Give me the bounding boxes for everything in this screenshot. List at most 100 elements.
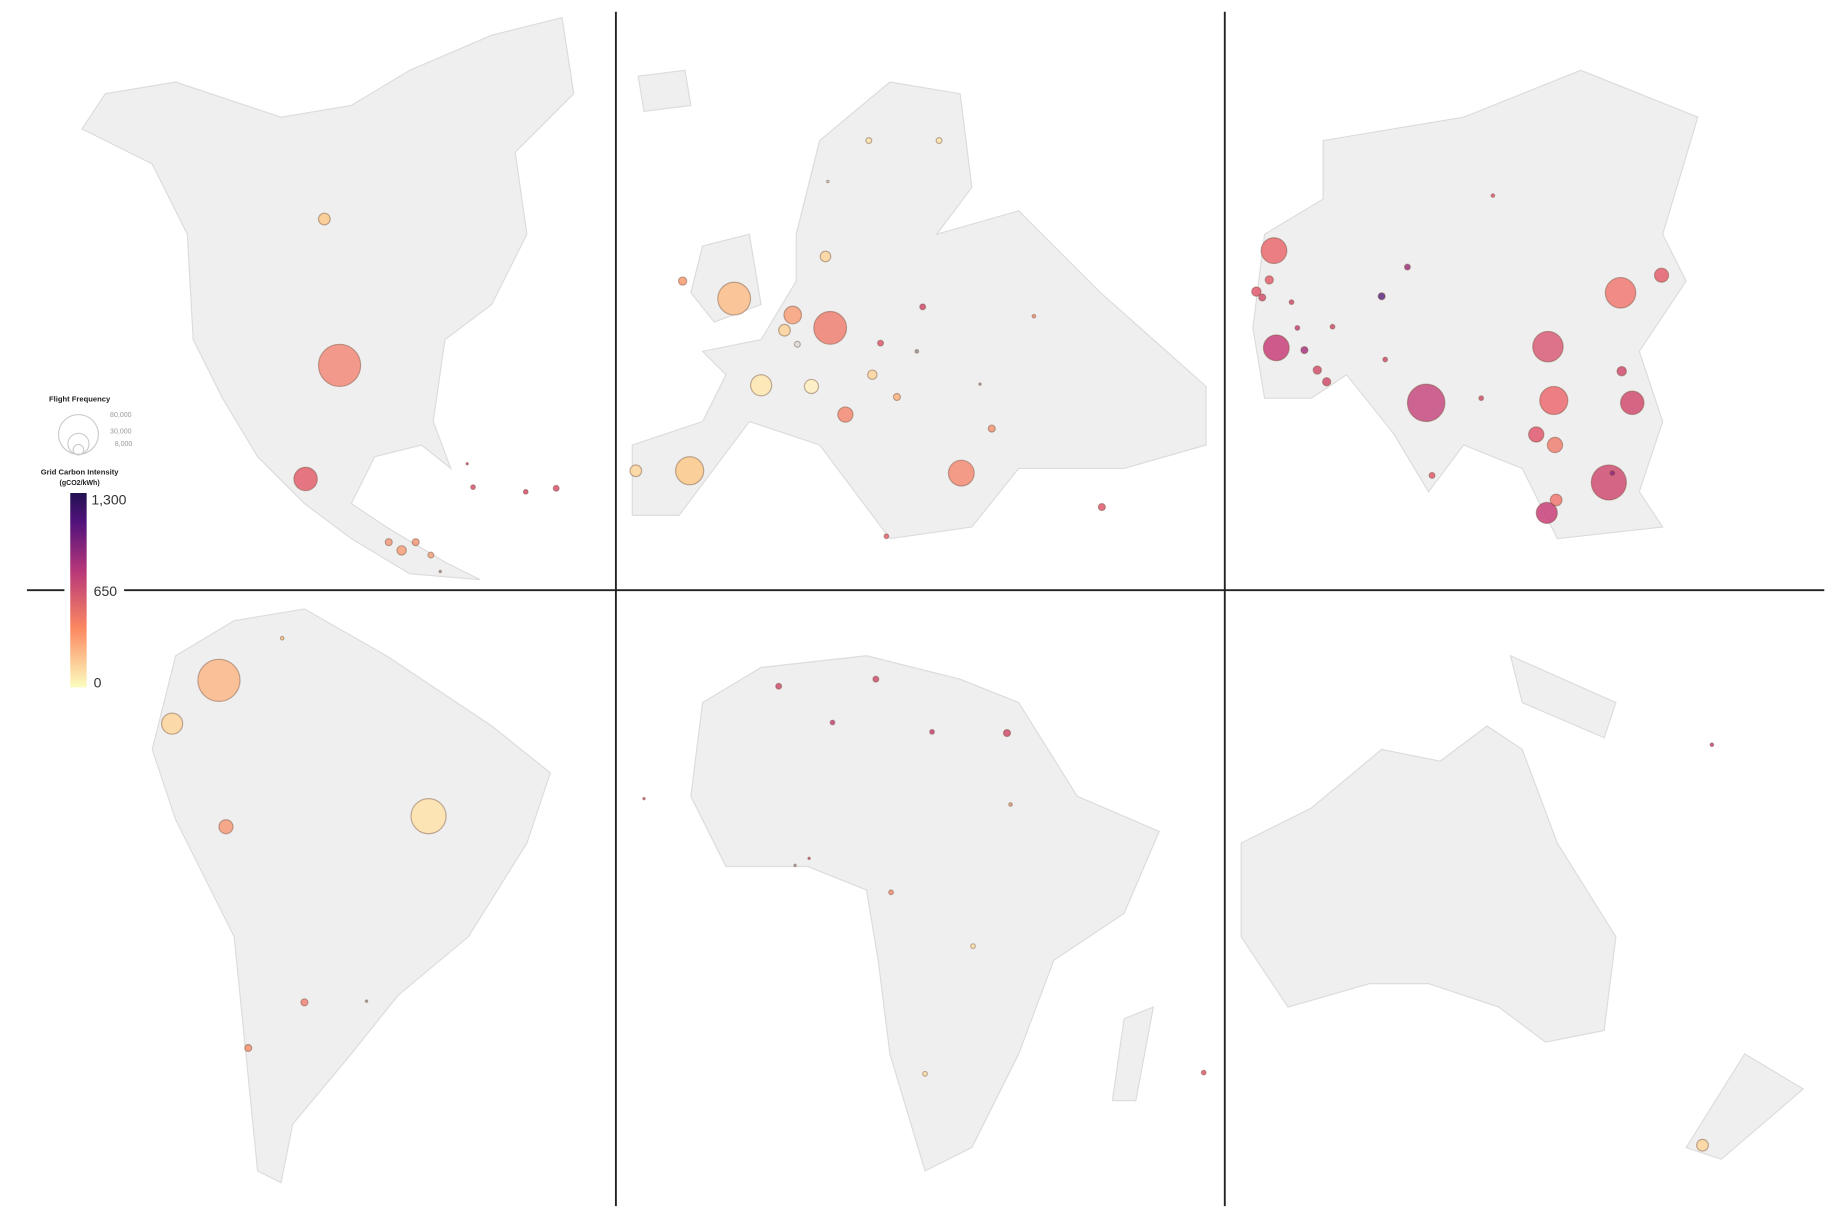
airport-bubble bbox=[642, 796, 646, 801]
airport-bubble bbox=[919, 303, 927, 311]
airport-bubble bbox=[1321, 377, 1332, 387]
airport-bubble bbox=[244, 1043, 253, 1053]
airport-bubble bbox=[872, 675, 880, 683]
airport-bubble bbox=[552, 484, 560, 492]
airport-bubble bbox=[1696, 1138, 1709, 1152]
size-label-large: 80,000 bbox=[110, 412, 132, 419]
airport-bubble bbox=[1653, 267, 1670, 283]
airport-bubble bbox=[813, 310, 848, 345]
airport-bubble bbox=[411, 538, 420, 547]
airport-bubble bbox=[1528, 426, 1545, 443]
landmass-north-america bbox=[81, 16, 575, 581]
airport-bubble bbox=[1294, 324, 1301, 331]
airport-bubble bbox=[293, 466, 318, 492]
legend: Flight Frequency 80,000 30,000 8,000 Gri… bbox=[41, 395, 133, 691]
airport-bubble bbox=[279, 635, 285, 641]
color-label-min: 0 bbox=[94, 674, 102, 690]
airport-bubble bbox=[1300, 346, 1309, 355]
airport-bubble bbox=[1251, 286, 1262, 297]
airport-bubble bbox=[1609, 470, 1616, 477]
size-label-small: 8,000 bbox=[115, 441, 133, 448]
airport-bubble bbox=[1532, 330, 1564, 363]
airport-bubble bbox=[1264, 275, 1274, 285]
airport-bubble bbox=[803, 378, 820, 395]
airport-bubble bbox=[629, 464, 643, 478]
airport-bubble bbox=[1258, 293, 1267, 302]
airport-bubble bbox=[1590, 464, 1627, 501]
airport-bubble bbox=[783, 305, 803, 325]
airport-bubble bbox=[807, 856, 811, 861]
airport-bubble bbox=[1200, 1069, 1207, 1076]
airport-bubble bbox=[677, 276, 688, 286]
airport-bubble bbox=[438, 569, 443, 574]
airport-bubble bbox=[396, 545, 407, 556]
size-legend-title: Flight Frequency bbox=[49, 395, 111, 404]
airport-bubble bbox=[1377, 292, 1386, 301]
airport-bubble bbox=[675, 456, 705, 486]
airport-bubble bbox=[819, 250, 832, 263]
airport-bubble bbox=[427, 551, 435, 559]
airport-bubble bbox=[1490, 193, 1496, 198]
airport-bubble bbox=[793, 863, 797, 868]
landmass-africa bbox=[690, 655, 1160, 1172]
airport-bubble bbox=[935, 137, 943, 145]
airport-bubble bbox=[1288, 299, 1295, 306]
airport-bubble bbox=[1002, 728, 1012, 738]
airport-bubble bbox=[1428, 471, 1436, 479]
airport-bubble bbox=[1097, 502, 1106, 512]
airport-bubble bbox=[1535, 501, 1558, 525]
airport-bubble bbox=[1539, 385, 1569, 416]
airport-bubble bbox=[1478, 395, 1485, 402]
airport-bubble bbox=[317, 212, 331, 226]
airport-bubble bbox=[1549, 493, 1563, 507]
landmass-madagascar bbox=[1111, 1006, 1155, 1102]
airport-bubble bbox=[1604, 276, 1637, 309]
airport-bubble bbox=[826, 179, 830, 184]
airport-bubble bbox=[197, 658, 241, 703]
airport-bubble bbox=[1619, 390, 1645, 416]
landmass-europe bbox=[631, 81, 1207, 540]
airport-bubble bbox=[218, 819, 234, 835]
airport-bubble bbox=[300, 998, 309, 1007]
airport-bubble bbox=[1382, 356, 1389, 363]
airport-bubble bbox=[829, 719, 836, 726]
airport-bubble bbox=[892, 392, 902, 402]
size-legend-circle-small bbox=[72, 443, 85, 456]
landmass-iceland bbox=[637, 69, 692, 112]
airport-bubble bbox=[1329, 323, 1336, 330]
airport-bubble bbox=[384, 538, 393, 547]
landmass-new-zealand bbox=[1685, 1053, 1805, 1160]
color-scale-bar bbox=[70, 493, 87, 688]
airport-bubble bbox=[970, 943, 976, 950]
airport-bubble bbox=[978, 382, 982, 386]
size-label-medium: 30,000 bbox=[110, 428, 132, 435]
airport-bubble bbox=[470, 484, 476, 491]
airport-bubble bbox=[987, 424, 996, 433]
airport-bubble bbox=[1260, 237, 1288, 265]
color-legend-title: Grid Carbon Intensity bbox=[41, 467, 120, 476]
landmass-new-guinea bbox=[1509, 654, 1617, 739]
airport-bubble bbox=[1312, 365, 1322, 375]
airport-bubble bbox=[888, 889, 894, 896]
color-legend-unit: (gCO2/kWh) bbox=[60, 480, 100, 487]
airport-bubble bbox=[793, 340, 801, 348]
airport-bubble bbox=[410, 798, 447, 835]
airport-bubble bbox=[778, 323, 791, 337]
airport-bubble bbox=[947, 459, 975, 487]
airport-bubble bbox=[465, 461, 469, 466]
airport-bubble bbox=[775, 682, 783, 690]
airport-bubble bbox=[1262, 334, 1290, 362]
color-label-mid: 650 bbox=[94, 583, 118, 599]
airport-bubble bbox=[883, 533, 890, 540]
airport-bubble bbox=[922, 1070, 928, 1077]
landmass-south-america bbox=[151, 608, 552, 1184]
airport-bubble bbox=[161, 712, 184, 735]
airport-bubble bbox=[1031, 313, 1037, 319]
airport-bubble bbox=[1403, 263, 1411, 271]
airport-bubble bbox=[1406, 383, 1446, 423]
airport-bubble bbox=[749, 374, 773, 397]
airport-bubble bbox=[1008, 802, 1013, 807]
airport-bubble bbox=[865, 137, 873, 145]
